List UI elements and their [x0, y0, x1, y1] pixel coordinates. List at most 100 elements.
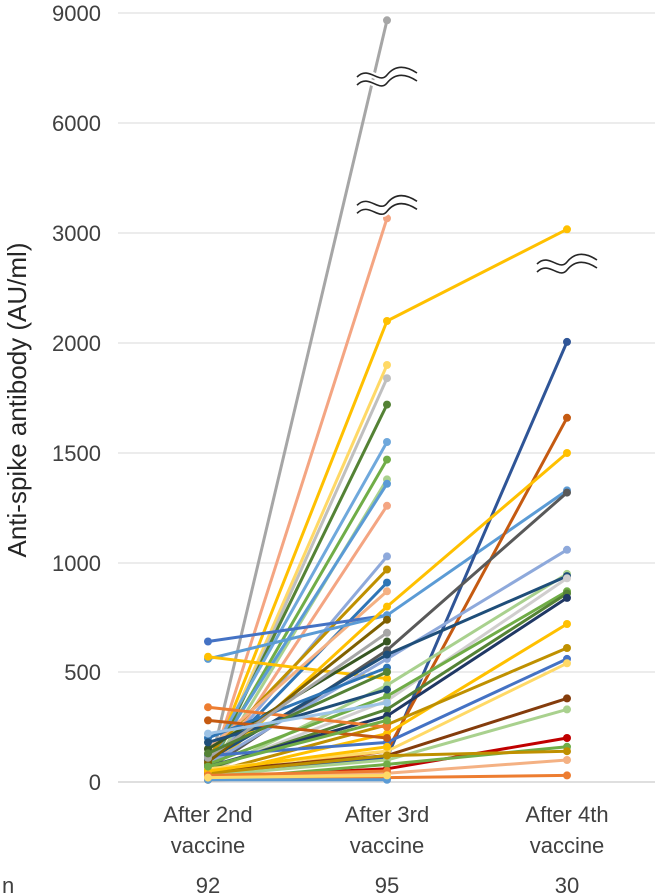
n-value: 30: [555, 873, 579, 896]
data-point: [563, 620, 571, 628]
n-value: 95: [375, 873, 399, 896]
data-point: [383, 317, 391, 325]
data-point: [204, 716, 212, 725]
data-point: [383, 565, 391, 574]
data-point: [563, 488, 571, 497]
series-lines: [204, 16, 571, 784]
series: [204, 668, 391, 758]
data-point: [383, 692, 391, 701]
break-stroke: [536, 253, 598, 266]
series-line: [206, 482, 389, 766]
n-label: n: [2, 873, 14, 896]
data-point: [563, 705, 571, 714]
data-point: [563, 694, 571, 703]
series-line: [206, 217, 389, 779]
data-point: [383, 501, 391, 510]
data-point: [383, 771, 391, 780]
data-point: [383, 650, 391, 659]
series-line: [207, 688, 388, 744]
data-point: [383, 16, 391, 25]
data-point: [563, 659, 571, 668]
series: [204, 771, 391, 782]
data-point: [383, 685, 391, 694]
break-stroke: [536, 261, 598, 274]
data-point: [383, 479, 391, 488]
y-axis-label: Anti-spike antibody (AU/ml): [2, 243, 32, 558]
y-tick-label: 6000: [52, 111, 101, 136]
data-point: [383, 374, 391, 383]
data-point: [204, 652, 212, 661]
series-line: [207, 773, 388, 780]
data-point: [204, 738, 212, 747]
series: [204, 685, 391, 747]
data-point: [563, 734, 571, 742]
break-stroke: [356, 194, 418, 207]
data-point: [204, 729, 212, 738]
gridlines: [118, 12, 655, 783]
data-point: [383, 723, 391, 731]
y-tick-label: 9000: [52, 1, 101, 26]
axis-break-mark: [534, 251, 599, 276]
series-line: [207, 670, 388, 755]
data-point: [383, 705, 391, 714]
series-line: [207, 631, 388, 760]
data-point: [383, 668, 391, 676]
series-line: [207, 701, 388, 736]
y-tick-label: 500: [64, 660, 101, 685]
data-point: [204, 773, 212, 782]
data-point: [563, 574, 571, 583]
series-line: [207, 666, 388, 740]
data-point: [563, 747, 571, 756]
y-tick-label: 1000: [52, 551, 101, 576]
series: [204, 716, 391, 771]
data-point: [383, 361, 391, 369]
x-category-label: After 2nd vaccine: [163, 802, 252, 858]
data-point: [563, 644, 571, 652]
series-line: [207, 718, 388, 740]
y-tick-label: 2000: [52, 331, 101, 356]
series-line: [207, 769, 388, 777]
data-point: [383, 438, 391, 446]
data-point: [383, 455, 391, 464]
data-point: [204, 637, 212, 646]
data-point: [383, 602, 391, 611]
data-point: [383, 578, 391, 587]
n-row: n 92 95 30: [2, 873, 579, 896]
data-point: [563, 756, 571, 764]
data-point: [563, 337, 571, 346]
y-tick-label: 0: [89, 770, 101, 795]
axis-break-marks: [354, 64, 599, 276]
series-line: [207, 718, 388, 769]
series-line: [207, 613, 388, 643]
data-point: [383, 760, 391, 769]
data-point: [204, 703, 212, 712]
break-stroke: [356, 202, 418, 215]
series: [204, 698, 391, 738]
data-point: [383, 637, 391, 646]
n-value: 92: [196, 873, 220, 896]
x-category-label: After 3rd vaccine: [345, 802, 429, 858]
data-point: [383, 552, 391, 561]
x-category-label: After 4th vaccine: [525, 802, 608, 858]
data-point: [383, 400, 391, 409]
data-point: [563, 771, 571, 780]
data-point: [563, 225, 571, 234]
series-line: [207, 745, 388, 773]
data-point: [563, 449, 571, 457]
series-line: [206, 19, 389, 776]
data-point: [383, 742, 391, 751]
data-point: [383, 751, 391, 760]
data-point: [383, 587, 391, 596]
axis-break-mark: [354, 192, 419, 218]
data-point: [563, 413, 571, 422]
axis-break-mark: [354, 64, 419, 89]
break-stroke: [356, 74, 418, 87]
series-line: [206, 441, 389, 761]
y-tick-label: 3000: [52, 221, 101, 246]
data-point: [383, 615, 391, 624]
data-point: [563, 593, 571, 602]
data-point: [563, 545, 571, 554]
x-category-labels: After 2nd vaccine After 3rd vaccine After 4t…: [163, 802, 608, 858]
data-point: [383, 734, 391, 742]
